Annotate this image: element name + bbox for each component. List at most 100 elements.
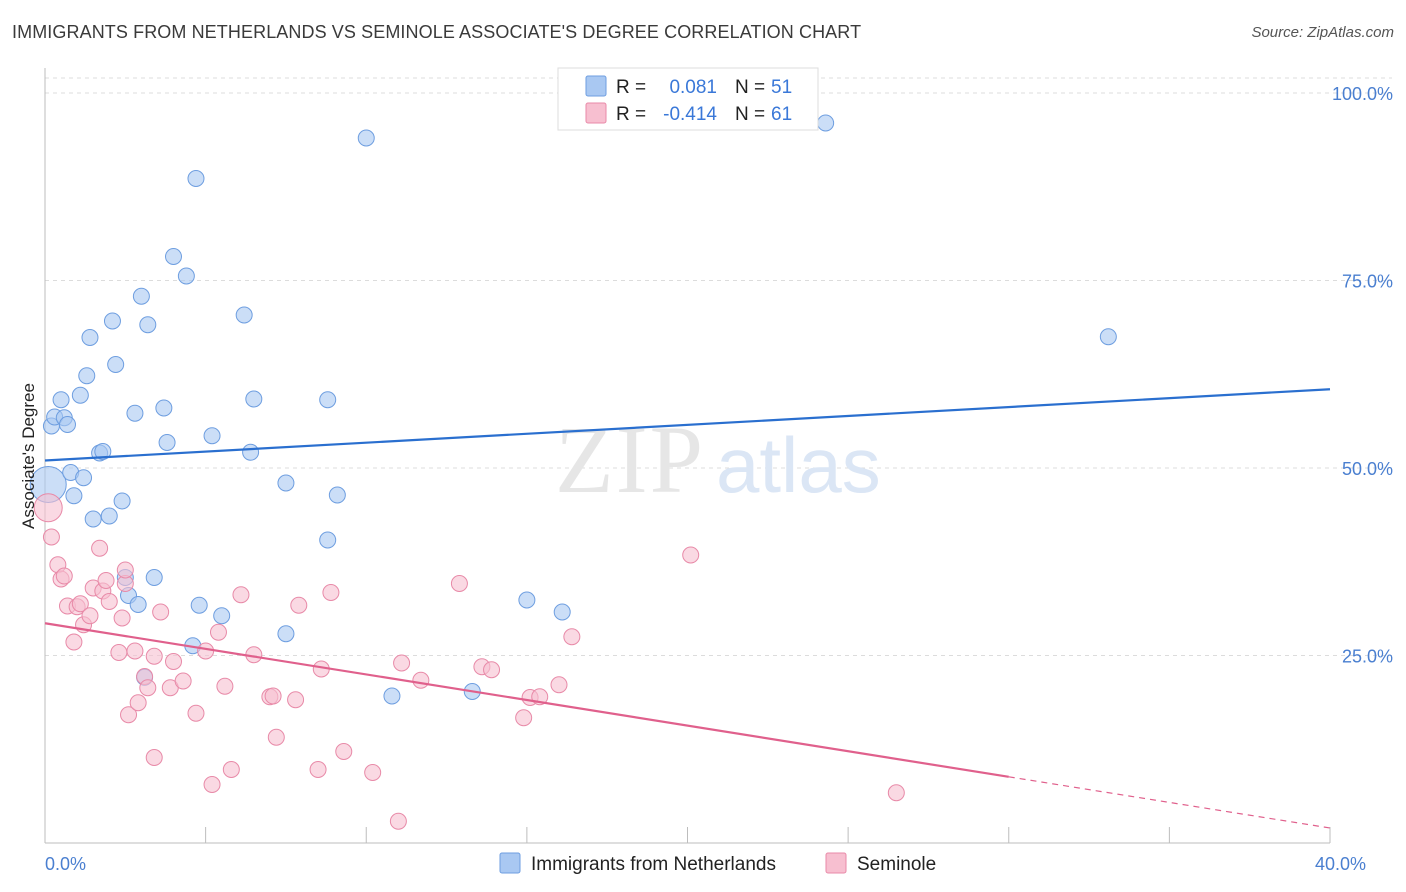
point-netherlands [113,492,131,510]
point-netherlands [107,356,125,373]
watermark: ZIP atlas [555,406,881,513]
watermark-zip: ZIP [555,406,705,513]
point-seminole [216,677,234,695]
stats-n-label-netherlands: N = [735,77,765,98]
stats-swatch-netherlands [585,75,607,97]
point-seminole [222,761,240,778]
point-netherlands [245,390,263,408]
point-netherlands [190,596,208,614]
point-netherlands [145,569,163,586]
point-seminole [322,584,340,601]
point-netherlands [100,507,118,525]
grid-layer [45,77,1392,656]
point-seminole [682,546,700,564]
point-seminole [335,743,353,760]
point-seminole [81,607,99,625]
point-seminole [129,694,147,712]
point-seminole [110,644,128,661]
chart-title: IMMIGRANTS FROM NETHERLANDS VS SEMINOLE … [12,22,862,42]
point-seminole [290,596,308,614]
trend-line-netherlands [44,388,1331,462]
point-seminole [450,575,468,592]
trend-line-seminole-extension [1008,776,1331,829]
point-seminole [483,661,501,679]
x-tick-label: 0.0% [45,854,86,874]
point-seminole [42,528,60,546]
point-seminole [287,691,305,709]
point-seminole [113,609,131,627]
y-tick-label: 25.0% [1342,647,1393,667]
point-netherlands [277,625,295,643]
legend-swatch-netherlands [499,852,521,874]
point-netherlands [132,287,150,305]
point-netherlands [1099,328,1117,346]
points-layer [29,114,1117,830]
trend-layer [44,388,1331,829]
point-seminole [197,642,215,660]
point-seminole [887,784,905,802]
stats-r-value-netherlands: 0.081 [669,77,717,98]
point-netherlands [165,248,182,265]
point-seminole [116,561,134,579]
point-seminole [145,749,163,766]
point-seminole [65,633,83,651]
point-seminole [174,672,192,690]
legend-label-netherlands: Immigrants from Netherlands [531,854,776,875]
point-netherlands [553,603,571,621]
point-seminole [515,709,533,727]
chart-source: Source: ZipAtlas.com [1251,24,1394,41]
point-netherlands [518,591,536,609]
point-netherlands [75,469,93,487]
point-netherlands [94,443,112,460]
point-netherlands [52,391,70,409]
axis-layer: 25.0% 50.0% 75.0% 100.0% 0.0% 40.0% [44,68,1393,874]
point-seminole [364,764,382,781]
point-seminole [393,654,411,672]
point-seminole [120,706,138,724]
point-netherlands [187,170,205,187]
point-seminole [264,687,282,705]
point-netherlands [81,329,99,346]
y-tick-label: 100.0% [1332,84,1393,104]
point-seminole [165,653,182,670]
point-netherlands [71,386,89,404]
point-netherlands [65,487,83,505]
point-netherlands [78,367,96,385]
stats-r-value-seminole: -0.414 [663,104,717,125]
point-netherlands [177,267,195,285]
stats-n-value-seminole: 61 [771,104,792,125]
point-netherlands [277,474,295,492]
x-tick-label: 40.0% [1315,854,1366,874]
point-seminole [550,676,568,694]
watermark-atlas: atlas [716,421,881,509]
point-seminole [209,623,227,641]
series-legend: Immigrants from Netherlands Seminole [499,852,936,875]
point-netherlands [235,306,253,324]
legend-label-seminole: Seminole [857,854,936,875]
point-netherlands [84,510,102,528]
point-netherlands [155,399,173,417]
point-netherlands [319,531,337,549]
point-seminole [97,572,115,589]
point-seminole [563,628,581,646]
point-netherlands [103,312,121,330]
point-seminole [232,586,250,604]
point-netherlands [58,416,76,433]
point-netherlands [213,607,231,625]
point-seminole [187,704,205,722]
point-netherlands [328,486,346,504]
point-seminole [55,567,73,585]
point-seminole [126,642,144,660]
point-netherlands [383,687,401,705]
stats-n-value-netherlands: 51 [771,77,792,98]
point-netherlands [357,129,375,147]
point-netherlands [129,596,147,613]
point-seminole [71,595,89,613]
point-seminole [91,539,109,557]
point-seminole [33,493,63,523]
point-netherlands [203,427,221,445]
stats-n-label-seminole: N = [735,104,765,125]
stats-r-label-seminole: R = [616,104,646,125]
point-seminole [267,728,285,746]
